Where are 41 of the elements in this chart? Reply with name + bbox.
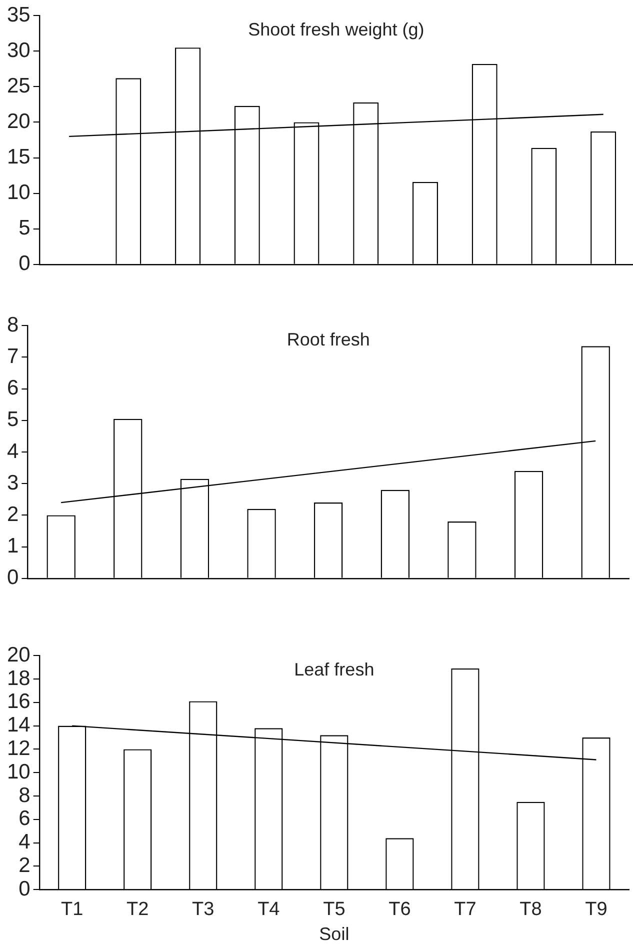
y-tick-label: 30 [7, 38, 30, 62]
y-tick-label: 6 [6, 376, 19, 400]
x-tick-label: T2 [126, 899, 149, 920]
chart-title: Leaf fresh [294, 660, 374, 680]
x-tick-label: T5 [323, 899, 346, 920]
x-tick-label: T4 [258, 899, 280, 920]
y-tick-label: 8 [6, 313, 19, 336]
y-tick-label: 5 [18, 216, 30, 240]
y-tick-label: 7 [6, 344, 19, 368]
x-tick-label: T1 [61, 899, 84, 920]
y-tick-label: 20 [7, 643, 30, 666]
y-tick-label: 2 [6, 502, 19, 526]
y-tick-label: 8 [18, 784, 30, 807]
y-tick-label: 5 [6, 408, 19, 432]
y-tick-label: 15 [7, 146, 30, 169]
y-tick-label: 14 [7, 714, 31, 737]
x-tick-label: T9 [585, 899, 608, 920]
y-tick-label: 10 [7, 181, 30, 204]
y-tick-label: 4 [18, 830, 31, 854]
y-tick-label: 0 [6, 566, 19, 590]
chart-title: Root fresh [286, 330, 370, 350]
chart-title: Shoot fresh weight (g) [248, 20, 424, 40]
y-tick-label: 25 [7, 74, 30, 98]
y-tick-label: 0 [18, 252, 30, 276]
x-tick-label: T6 [388, 899, 411, 920]
y-tick-label: 0 [18, 877, 30, 900]
y-tick-label: 10 [7, 760, 30, 784]
y-tick-label: 1 [6, 534, 19, 558]
x-tick-label: T8 [520, 899, 542, 920]
x-tick-label: T7 [454, 899, 476, 920]
y-tick-label: 6 [18, 807, 30, 830]
y-tick-label: 20 [7, 110, 30, 134]
y-tick-label: 35 [7, 3, 30, 26]
y-tick-label: 12 [7, 736, 30, 760]
y-tick-label: 3 [6, 471, 19, 494]
x-tick-label: T3 [192, 899, 214, 920]
x-axis-title: Soil [319, 924, 350, 944]
y-tick-label: 18 [7, 666, 30, 690]
y-tick-label: 2 [18, 854, 30, 877]
y-tick-label: 4 [6, 440, 19, 463]
y-tick-label: 16 [7, 690, 30, 714]
